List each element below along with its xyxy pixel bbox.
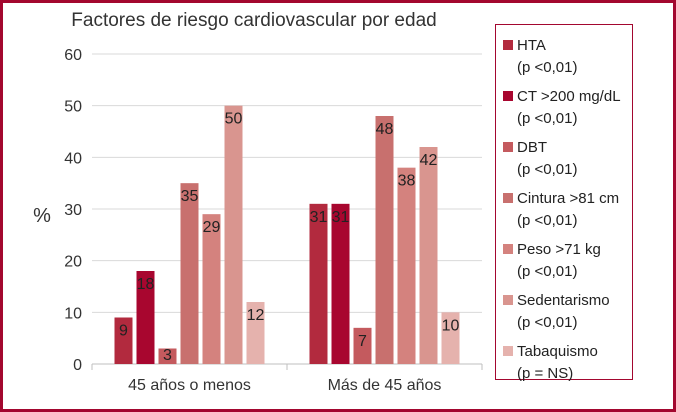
- legend-swatch: [503, 40, 513, 50]
- legend-note: (p <0,01): [517, 314, 577, 331]
- bar: [114, 317, 133, 364]
- legend-label: Sedentarismo: [517, 292, 610, 309]
- legend-swatch: [503, 193, 513, 203]
- legend-swatch: [503, 295, 513, 305]
- legend-label: Tabaquismo: [517, 343, 598, 360]
- legend-label: Peso >71 kg: [517, 241, 601, 258]
- legend-swatch: [503, 142, 513, 152]
- x-tick-label: Más de 45 años: [328, 377, 442, 394]
- data-label: 10: [442, 317, 460, 334]
- bar: [441, 312, 460, 364]
- data-label: 12: [247, 307, 265, 324]
- legend-note: (p <0,01): [517, 59, 577, 76]
- data-label: 9: [119, 323, 128, 340]
- chart-title: Factores de riesgo cardiovascular por ed…: [71, 10, 436, 31]
- y-tick-label: 30: [64, 202, 82, 219]
- x-tick-label: 45 años o menos: [128, 377, 251, 394]
- data-label: 42: [420, 152, 438, 169]
- data-label: 31: [310, 209, 328, 226]
- y-axis-label: %: [33, 205, 51, 227]
- bar: [158, 348, 177, 364]
- legend-note: (p <0,01): [517, 110, 577, 127]
- legend-note: (p <0,01): [517, 161, 577, 178]
- bar: [202, 214, 221, 364]
- legend-box: [495, 24, 633, 380]
- legend-note: (p <0,01): [517, 212, 577, 229]
- bar: [180, 183, 199, 364]
- legend-swatch: [503, 346, 513, 356]
- data-label: 50: [225, 111, 243, 128]
- y-tick-label: 50: [64, 99, 82, 116]
- legend-swatch: [503, 244, 513, 254]
- y-tick-label: 60: [64, 47, 82, 64]
- y-tick-label: 20: [64, 254, 82, 271]
- bar: [224, 105, 243, 365]
- legend-label: HTA: [517, 37, 546, 54]
- legend-swatch: [503, 91, 513, 101]
- bar: [397, 167, 416, 364]
- bar: [331, 203, 350, 364]
- legend-label: Cintura >81 cm: [517, 190, 619, 207]
- data-label: 3: [163, 347, 172, 364]
- data-label: 48: [376, 121, 394, 138]
- bar: [309, 203, 328, 364]
- legend-note: (p <0,01): [517, 263, 577, 280]
- bar: [136, 271, 155, 364]
- bar: [375, 116, 394, 364]
- bar: [246, 302, 265, 364]
- data-label: 38: [398, 173, 416, 190]
- bar: [353, 327, 372, 364]
- y-tick-label: 10: [64, 305, 82, 322]
- data-label: 7: [358, 333, 367, 350]
- legend-label: DBT: [517, 139, 547, 156]
- data-label: 29: [203, 219, 221, 236]
- data-label: 18: [137, 276, 155, 293]
- y-tick-label: 0: [73, 357, 82, 374]
- bar: [419, 147, 438, 364]
- data-label: 35: [181, 188, 199, 205]
- data-label: 31: [332, 209, 350, 226]
- legend-note: (p = NS): [517, 365, 573, 382]
- y-tick-label: 40: [64, 150, 82, 167]
- legend-label: CT >200 mg/dL: [517, 88, 621, 105]
